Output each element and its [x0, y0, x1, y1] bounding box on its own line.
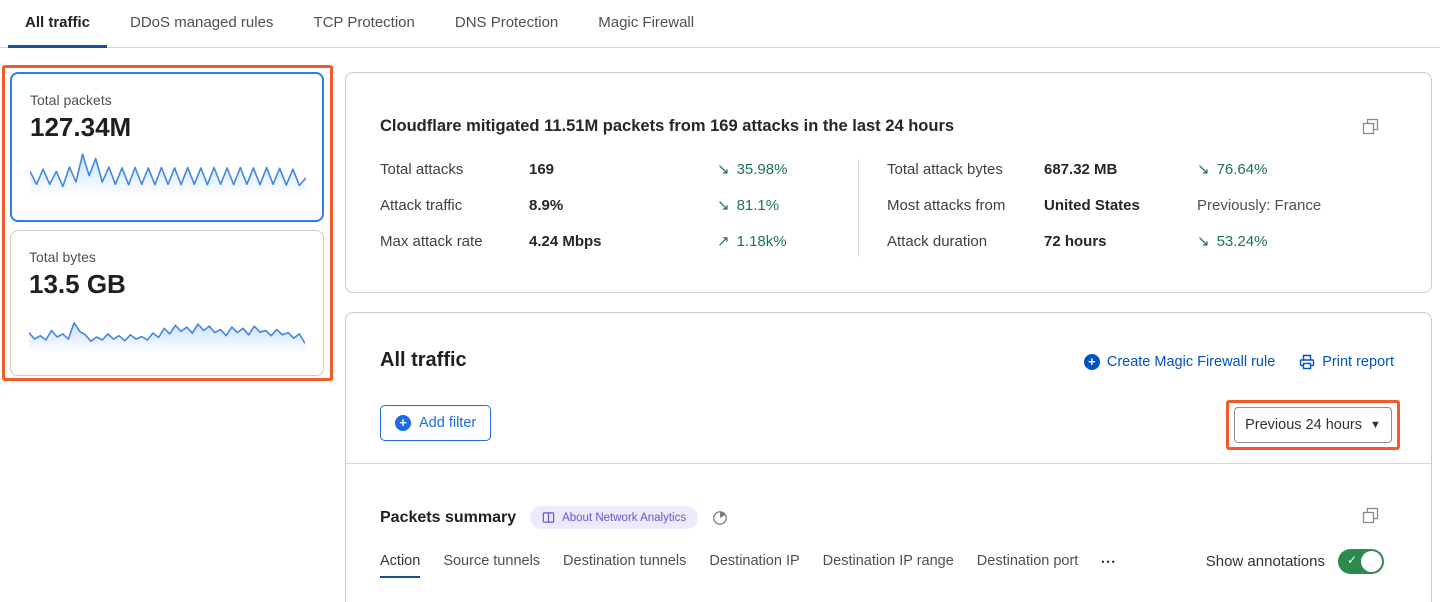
stat-label: Total attack bytes	[887, 160, 1003, 178]
packets-summary-header: Packets summary About Network Analytics	[380, 506, 728, 529]
stat-label: Max attack rate	[380, 232, 483, 250]
trend-up-arrow-icon: ↗	[717, 233, 730, 250]
plus-circle-icon: +	[1083, 354, 1100, 370]
plus-circle-icon: +	[395, 415, 411, 431]
copy-icon[interactable]	[1362, 118, 1379, 135]
tab-ddos-managed-rules[interactable]: DDoS managed rules	[130, 14, 274, 31]
stat-previous-value: Previously: France	[1197, 196, 1322, 214]
attack-summary-card: Cloudflare mitigated 11.51M packets from…	[345, 72, 1432, 293]
stat-trend: ↗ 1.18k%	[717, 232, 787, 251]
stat-label: Attack duration	[887, 232, 988, 250]
total-bytes-card[interactable]: Total bytes 13.5 GB	[10, 230, 324, 376]
metric-value: 13.5 GB	[29, 269, 126, 299]
trend-down-arrow-icon: ↘	[717, 197, 730, 214]
all-traffic-actions: + Create Magic Firewall rule Print repor…	[1083, 354, 1394, 370]
metric-value: 127.34M	[30, 112, 132, 142]
stat-row-attack-traffic: Attack traffic 8.9% ↘ 81.1%	[380, 193, 850, 217]
stat-label: Attack traffic	[380, 196, 463, 214]
stat-trend: ↘ 81.1%	[717, 196, 780, 215]
stat-label: Total attacks	[380, 160, 464, 178]
stat-row-total-attack-bytes: Total attack bytes 687.32 MB ↘ 76.64%	[887, 157, 1407, 181]
stats-column-divider	[858, 159, 859, 257]
stat-row-max-attack-rate: Max attack rate 4.24 Mbps ↗ 1.18k%	[380, 229, 850, 253]
stat-trend: ↘ 76.64%	[1197, 160, 1268, 179]
packets-summary-tab-bar: Action Source tunnels Destination tunnel…	[380, 553, 1117, 578]
stat-value: 8.9%	[529, 196, 564, 214]
stat-value: United States	[1044, 196, 1140, 214]
subtab-destination-ip-range[interactable]: Destination IP range	[822, 553, 954, 569]
add-filter-button[interactable]: + Add filter	[380, 405, 492, 441]
stat-row-total-attacks: Total attacks 169 ↘ 35.98%	[380, 157, 850, 181]
print-report-link[interactable]: Print report	[1299, 354, 1394, 370]
all-traffic-card: All traffic + Create Magic Firewall rule…	[345, 312, 1432, 602]
total-packets-card[interactable]: Total packets 127.34M	[10, 72, 324, 222]
metric-label: Total packets	[30, 92, 112, 108]
chevron-down-icon: ▼	[1369, 419, 1381, 431]
time-pie-icon[interactable]	[712, 510, 728, 526]
stat-trend: ↘ 53.24%	[1197, 232, 1268, 251]
all-traffic-title: All traffic	[380, 349, 467, 371]
subtab-destination-ip[interactable]: Destination IP	[709, 553, 800, 569]
subtab-destination-port[interactable]: Destination port	[976, 553, 1079, 569]
top-tab-bar: All traffic DDoS managed rules TCP Prote…	[0, 0, 1440, 48]
stat-value: 72 hours	[1044, 232, 1107, 250]
time-range-dropdown[interactable]: Previous 24 hours ▼	[1234, 407, 1392, 443]
check-icon: ✓	[1347, 553, 1358, 567]
show-annotations-control: Show annotations ✓	[1206, 549, 1384, 574]
book-icon	[542, 512, 555, 523]
trend-down-arrow-icon: ↘	[1197, 161, 1210, 178]
show-annotations-toggle[interactable]: ✓	[1338, 549, 1384, 574]
tab-all-traffic[interactable]: All traffic	[8, 0, 108, 48]
printer-icon	[1300, 354, 1315, 370]
packets-summary-title: Packets summary	[380, 508, 517, 526]
total-bytes-sparkline	[29, 321, 305, 354]
tab-dns-protection[interactable]: DNS Protection	[454, 14, 559, 31]
stat-trend: ↘ 35.98%	[717, 160, 788, 179]
subtab-source-tunnels[interactable]: Source tunnels	[443, 553, 541, 569]
attack-summary-title: Cloudflare mitigated 11.51M packets from…	[380, 117, 955, 135]
tab-tcp-protection[interactable]: TCP Protection	[313, 14, 415, 31]
toggle-knob	[1361, 551, 1382, 572]
stat-value: 4.24 Mbps	[529, 232, 602, 250]
trend-down-arrow-icon: ↘	[717, 161, 730, 178]
more-tabs-ellipsis-icon[interactable]: •••	[1101, 557, 1117, 567]
stat-row-attack-duration: Attack duration 72 hours ↘ 53.24%	[887, 229, 1407, 253]
subtab-action[interactable]: Action	[380, 553, 421, 578]
stat-row-most-attacks-from: Most attacks from United States Previous…	[887, 193, 1407, 217]
stat-label: Most attacks from	[887, 196, 1006, 214]
subtab-destination-tunnels[interactable]: Destination tunnels	[563, 553, 687, 569]
create-magic-firewall-rule-link[interactable]: + Create Magic Firewall rule	[1083, 354, 1275, 370]
section-divider	[346, 463, 1431, 464]
trend-down-arrow-icon: ↘	[1197, 233, 1210, 250]
total-packets-sparkline	[30, 153, 306, 197]
tab-magic-firewall[interactable]: Magic Firewall	[598, 14, 695, 31]
copy-icon[interactable]	[1362, 507, 1379, 524]
summary-stats-left: Total attacks 169 ↘ 35.98% Attack traffi…	[380, 157, 850, 265]
show-annotations-label: Show annotations	[1205, 553, 1325, 570]
about-network-analytics-badge[interactable]: About Network Analytics	[530, 506, 699, 529]
metric-label: Total bytes	[29, 249, 96, 265]
stat-value: 169	[529, 160, 555, 178]
stat-value: 687.32 MB	[1044, 160, 1118, 178]
summary-stats-right: Total attack bytes 687.32 MB ↘ 76.64% Mo…	[887, 157, 1407, 265]
